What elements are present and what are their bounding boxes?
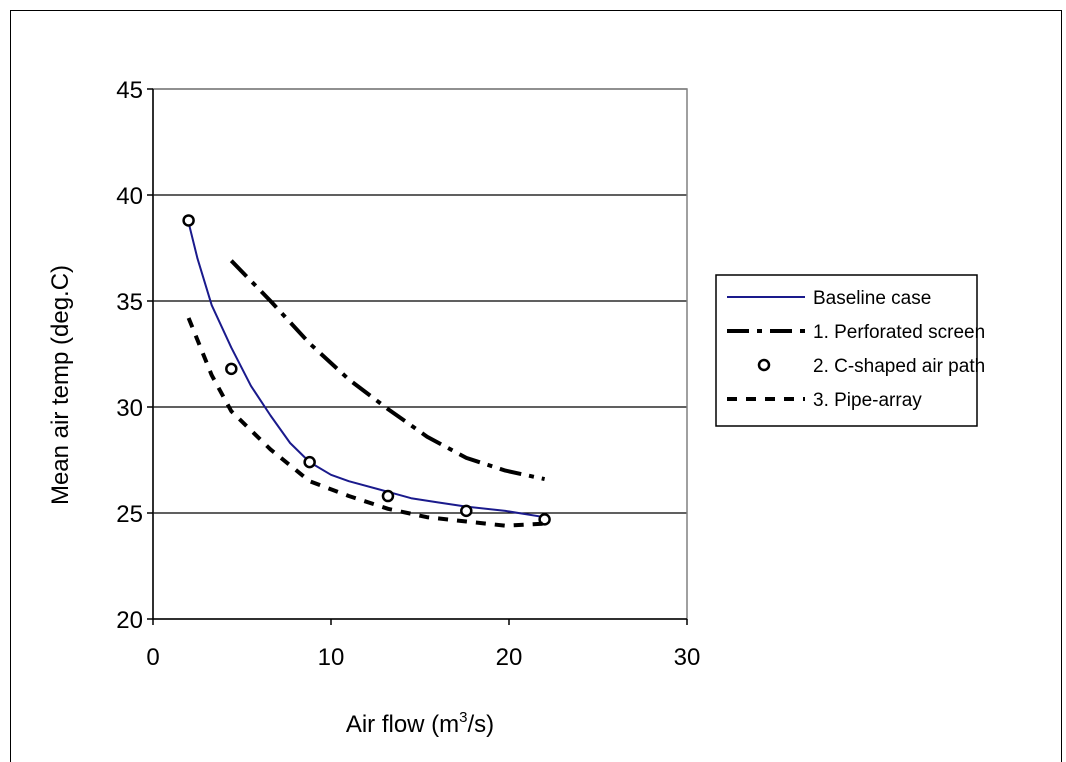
x-axis-title-end: /s)	[468, 711, 495, 738]
y-tick-label-30: 30	[116, 395, 143, 422]
point-2-c-shaped-air-path-2	[303, 455, 316, 469]
series-group	[182, 214, 551, 528]
point-2-c-shaped-air-path-1	[225, 362, 238, 376]
x-tick-label-30: 30	[674, 644, 701, 671]
x-axis-title-superscript: 3	[459, 709, 467, 726]
axes	[147, 88, 688, 625]
x-tick-label-20: 20	[496, 644, 523, 671]
point-2-c-shaped-air-path-3	[381, 489, 395, 503]
y-tick-label-40: 40	[116, 183, 143, 210]
point-2-c-shaped-air-path-4	[460, 504, 473, 518]
series-line-3-pipe-array	[186, 317, 545, 528]
y-tick-label-45: 45	[116, 77, 143, 104]
y-axis-title: Mean air temp (deg.C)	[47, 265, 74, 505]
x-axis-title-main: Air flow (m	[346, 711, 459, 738]
x-axis-title: Air flow (m3/s)	[346, 709, 494, 738]
chart-frame	[10, 10, 1062, 762]
y-tick-label-25: 25	[116, 501, 143, 528]
legend-label-3-pipe-array: 3. Pipe-array	[813, 390, 922, 411]
series-line-1-perforated-screen	[229, 259, 546, 482]
legend: Baseline case 1. Perforated screen 2. C-sh…	[715, 274, 985, 427]
y-tick-label-20: 20	[116, 607, 143, 634]
legend-swatch-2-c-shaped-air-path	[757, 358, 771, 372]
legend-label-1-perforated-screen: 1. Perforated screen	[813, 322, 985, 343]
tick-labels: 20 25 30 35 40 45 0 10 20 30	[116, 77, 700, 671]
legend-label-baseline-case: Baseline case	[813, 288, 931, 309]
gridlines	[153, 88, 687, 514]
x-tick-label-10: 10	[318, 644, 345, 671]
series-line-baseline-case	[187, 222, 545, 519]
legend-box	[715, 274, 978, 427]
plot-area-border	[152, 88, 688, 620]
x-tick-label-0: 0	[146, 644, 159, 671]
legend-label-2-c-shaped-air-path: 2. C-shaped air path	[813, 356, 985, 377]
y-tick-label-35: 35	[116, 289, 143, 316]
point-2-c-shaped-air-path-0	[182, 214, 195, 227]
